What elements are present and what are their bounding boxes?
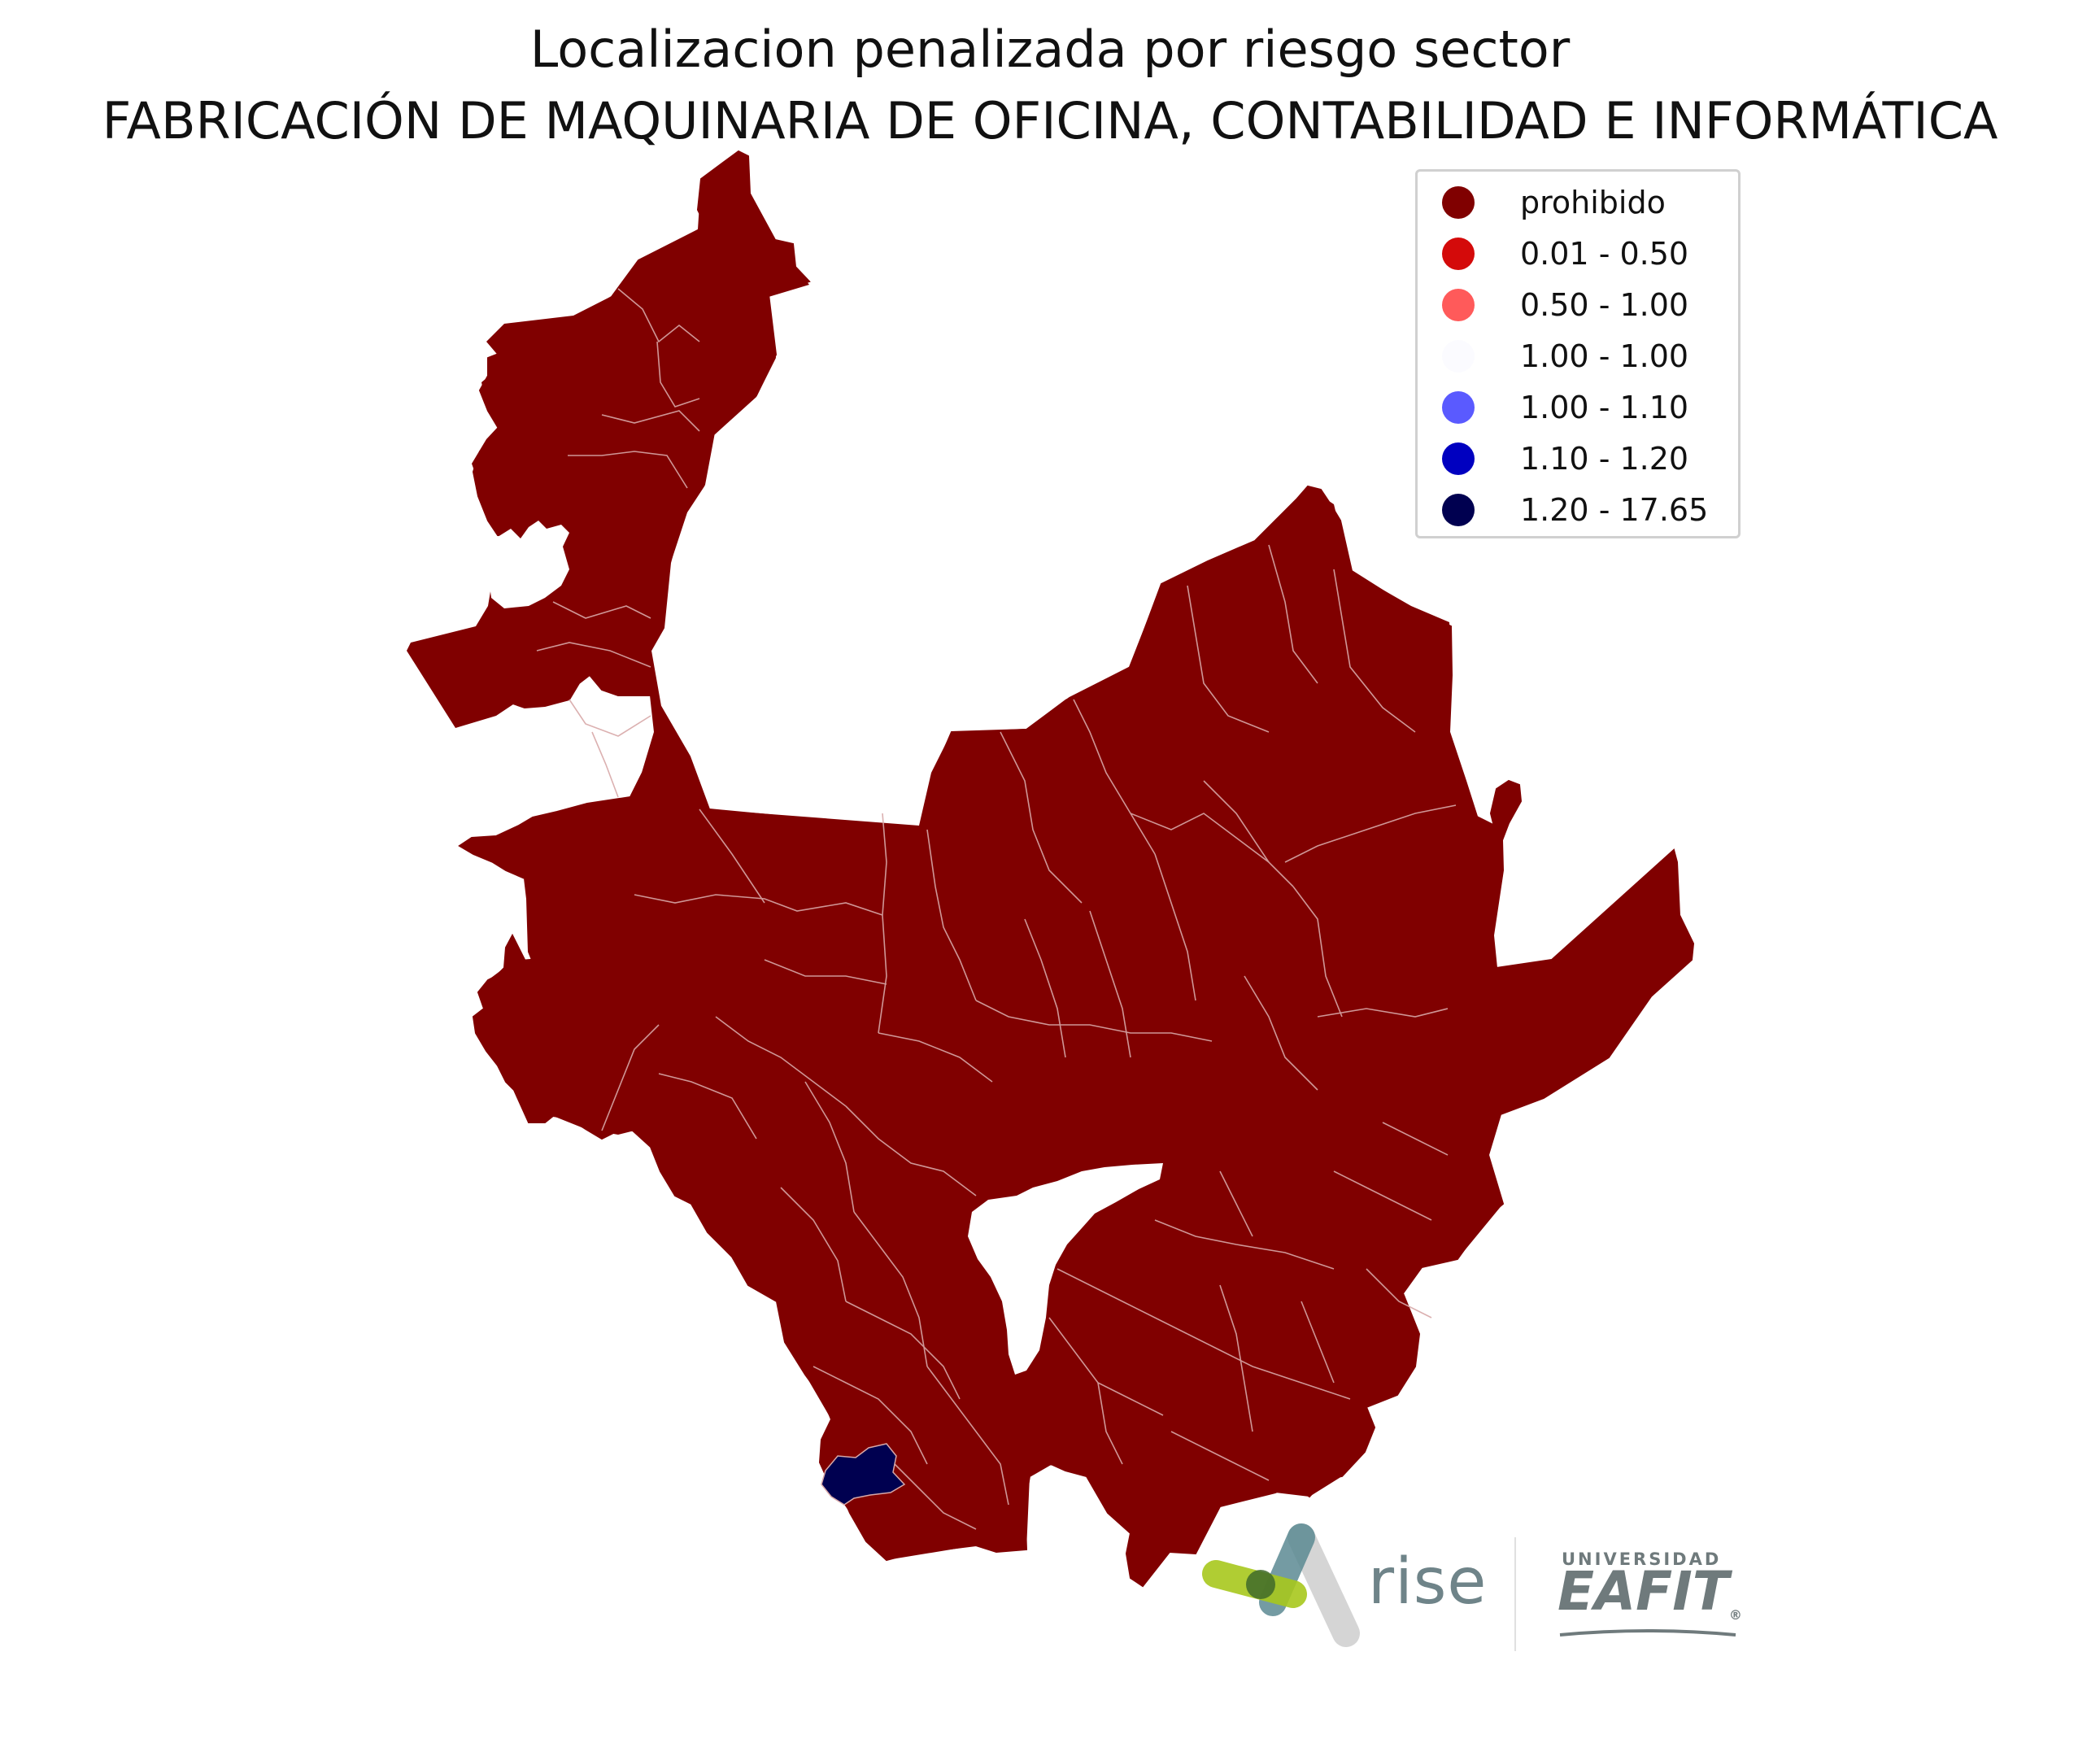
unmapped-area (968, 1163, 1163, 1375)
eafit-logo-word: EAFIT (1558, 1560, 1729, 1623)
municipality-highlight (821, 1443, 906, 1506)
legend-entry: 0.50 - 1.00 (1442, 281, 1688, 329)
rise-logo-text: rise (1368, 1545, 1488, 1619)
department-region (407, 350, 612, 728)
sponsor-logos: rise UNIVERSIDAD EAFIT® (1196, 1513, 1765, 1659)
legend-label: 0.50 - 1.00 (1520, 287, 1689, 323)
legend-label: prohibido (1520, 185, 1666, 220)
legend-swatch (1442, 340, 1475, 373)
logo-separator (1514, 1537, 1516, 1651)
legend-label: 1.10 - 1.20 (1520, 441, 1689, 477)
legend-swatch (1442, 391, 1475, 424)
legend-entry: 0.01 - 0.50 (1442, 229, 1688, 278)
eafit-underline-icon (1559, 1629, 1736, 1637)
legend-entry: prohibido (1442, 178, 1666, 227)
department-region (716, 1094, 1503, 1586)
legend-label: 0.01 - 0.50 (1520, 236, 1689, 272)
map-title-line-2: FABRICACIÓN DE MAQUINARIA DE OFICINA, CO… (102, 91, 1998, 150)
legend-label: 1.00 - 1.00 (1520, 338, 1689, 374)
legend-swatch (1442, 238, 1475, 270)
department-region (643, 488, 1503, 1173)
legend-swatch (1442, 289, 1475, 321)
department-region (476, 878, 683, 1135)
municipal-borders (536, 288, 1457, 1530)
department-region (1431, 850, 1693, 1155)
department-region (486, 153, 809, 634)
legend-entry: 1.00 - 1.10 (1442, 383, 1688, 432)
legend-entry: 1.20 - 17.65 (1442, 486, 1708, 534)
legend-label: 1.20 - 17.65 (1520, 492, 1709, 528)
gulf-of-uraba (486, 521, 569, 608)
legend-swatch (1442, 494, 1475, 526)
legend-label: 1.00 - 1.10 (1520, 390, 1689, 425)
map-title-line-1: Localizacion penalizada por riesgo secto… (529, 20, 1571, 79)
eafit-logo-text: EAFIT® (1558, 1560, 1742, 1623)
legend-swatch (1442, 186, 1475, 219)
map-legend: prohibido 0.01 - 0.50 0.50 - 1.00 1.00 -… (1415, 169, 1741, 538)
legend-swatch (1442, 442, 1475, 475)
legend-entry: 1.00 - 1.00 (1442, 332, 1688, 381)
registered-mark: ® (1728, 1607, 1742, 1623)
rise-logo-icon (1202, 1523, 1360, 1647)
eafit-logo-small-text: UNIVERSIDAD (1562, 1549, 1722, 1569)
legend-entry: 1.10 - 1.20 (1442, 434, 1688, 483)
